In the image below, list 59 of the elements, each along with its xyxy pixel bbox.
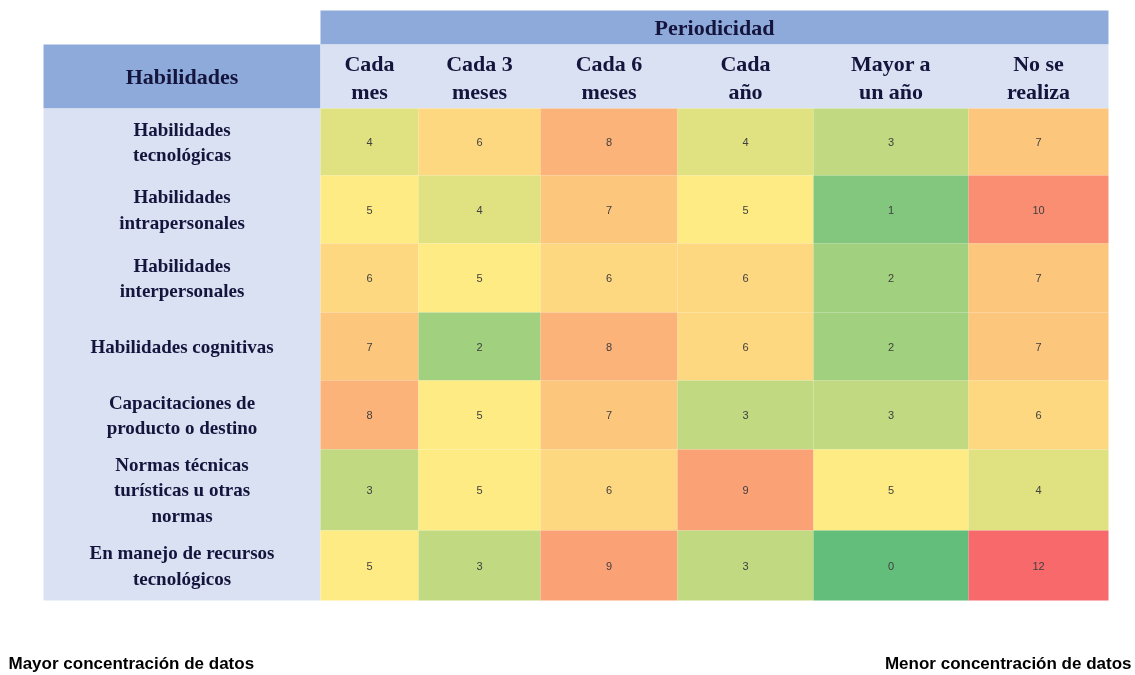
data-label: 5: [476, 484, 483, 496]
data-label: 4: [1035, 484, 1042, 496]
y-axis-title: Habilidades: [125, 64, 239, 89]
data-label: 7: [1035, 136, 1042, 148]
data-label: 4: [742, 136, 749, 148]
data-label: 7: [605, 409, 613, 421]
data-label: 2: [476, 340, 483, 353]
y-tick-label: Habilidades cognitivas: [90, 336, 274, 357]
x-tick-label: Mayor a un año: [850, 50, 931, 105]
data-label: 3: [742, 409, 749, 421]
data-label: 7: [1035, 340, 1042, 353]
x-axis-title: Periodicidad: [654, 15, 775, 40]
x-tick-label: Cada mes: [344, 50, 395, 105]
data-label: 6: [742, 340, 749, 353]
x-tick-label: No se realiza: [1006, 50, 1071, 105]
text: Mayor concentración de datos: [8, 654, 255, 673]
data-label: 5: [366, 203, 373, 216]
data-label: 3: [887, 136, 895, 148]
data-label: 6: [742, 272, 749, 284]
data-label: 7: [1035, 272, 1042, 284]
y-tick-label: Normas técnicas turísticas u otras normas: [113, 454, 251, 526]
data-label: 4: [366, 136, 373, 148]
data-label: 7: [605, 203, 613, 216]
x-tick-label: Cada año: [720, 50, 771, 105]
data-label: 8: [366, 409, 373, 421]
y-tick-label: Capacitaciones de producto o destino: [106, 391, 258, 439]
data-label: 5: [366, 559, 373, 572]
data-label: 12: [1032, 559, 1045, 572]
data-label: 8: [605, 340, 613, 353]
text: Menor concentración de datos: [884, 654, 1132, 673]
data-label: 5: [476, 272, 483, 284]
data-label: 8: [605, 136, 613, 148]
data-label: 10: [1032, 203, 1045, 216]
data-label: 6: [476, 136, 483, 148]
data-label: 3: [476, 559, 483, 572]
data-label: 2: [887, 272, 895, 284]
data-label: 3: [887, 409, 895, 421]
y-tick-label: Habilidades interpersonales: [119, 254, 245, 302]
y-tick-label: Habilidades tecnológicas: [132, 118, 232, 166]
data-label: 9: [742, 484, 749, 496]
y-tick-label: En manejo de recursos tecnológicos: [89, 542, 275, 589]
data-label: 9: [605, 559, 613, 572]
y-tick-label: Habilidades intrapersonales: [119, 186, 245, 233]
data-label: 6: [366, 272, 373, 284]
data-label: 1: [887, 203, 895, 216]
data-label: 0: [887, 559, 895, 572]
data-label: 2: [887, 340, 895, 353]
data-label: 4: [476, 203, 483, 216]
data-label: 3: [366, 484, 373, 496]
data-label: 6: [1035, 409, 1042, 421]
data-label: 5: [742, 203, 749, 216]
data-label: 7: [366, 340, 373, 353]
data-label: 5: [476, 409, 483, 421]
data-label: 5: [887, 484, 895, 496]
x-tick-label: Cada 3 meses: [446, 50, 513, 105]
data-label: 3: [742, 559, 749, 572]
data-label: 6: [605, 272, 613, 284]
x-tick-label: Cada 6 meses: [575, 50, 643, 105]
data-label: 6: [605, 484, 613, 496]
